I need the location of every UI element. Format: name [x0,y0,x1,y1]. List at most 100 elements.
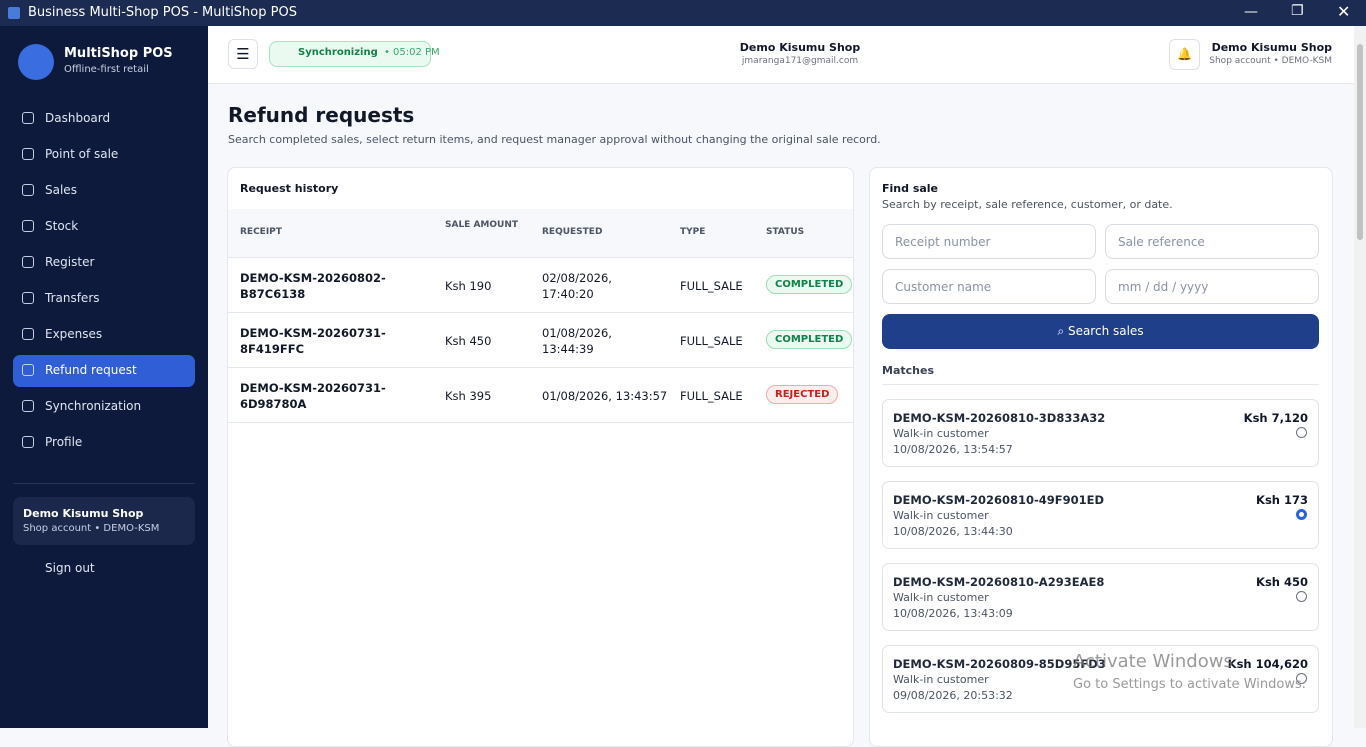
status-badge: COMPLETED [766,330,853,349]
match-radio[interactable] [1296,673,1307,684]
cell: 02/08/2026, 17:40:20 [542,271,612,301]
nav-icon[interactable] [22,400,34,412]
nav-item[interactable]: Expenses [45,327,103,341]
nav-icon[interactable] [22,184,34,196]
cell: DEMO-KSM-20260731-8F419FFC [240,326,386,356]
match-amount: Ksh 7,120 [1243,411,1308,425]
column-header: REQUESTED [542,227,603,237]
scroll-thumb[interactable] [1357,44,1363,240]
cell: FULL_SALE [680,334,743,348]
nav-item[interactable]: Sales [45,183,77,197]
cell: 01/08/2026, 13:43:57 [542,389,668,403]
nav-item[interactable]: Profile [45,435,83,449]
scrollbar[interactable] [1354,26,1366,728]
page-subtitle: Search completed sales, select return it… [228,133,881,146]
match-customer: Walk-in customer [893,591,989,604]
input-field[interactable]: Sale reference [1105,224,1319,259]
maximize[interactable]: ❐ [1291,3,1304,19]
nav-icon[interactable] [22,112,34,124]
app-icon [8,7,20,19]
match-card[interactable]: DEMO-KSM-20260809-85D95FD3 Walk-in custom… [882,645,1319,713]
match-receipt: DEMO-KSM-20260810-49F901ED [893,493,1105,507]
table-row [228,258,853,313]
input-field[interactable]: Receipt number [882,224,1096,259]
nav-icon[interactable] [22,148,34,160]
nav-icon[interactable] [22,256,34,268]
nav-item[interactable]: Dashboard [45,111,111,125]
column-header: TYPE [680,227,706,237]
history-card: Request history RECEIPT SALE AMOUNT REQUES… [227,167,854,747]
column-header: STATUS [766,227,805,237]
nav-item[interactable]: Stock [45,219,79,233]
nav-active [13,355,195,387]
divider [882,384,1319,385]
cell: DEMO-KSM-20260802-B87C6138 [240,271,386,301]
nav-item[interactable]: Transfers [45,291,100,305]
cell: FULL_SALE [680,279,743,293]
match-customer: Walk-in customer [893,427,989,440]
brand-logo [18,44,54,80]
table-row [228,313,853,368]
cell: Ksh 395 [445,389,492,403]
cell: DEMO-KSM-20260731-6D98780A [240,381,386,411]
input-field[interactable]: Customer name [882,269,1096,304]
input-field[interactable]: mm / dd / yyyy [1105,269,1319,304]
sync-status: Synchronizing [298,47,378,58]
status-badge: REJECTED [766,385,839,404]
match-receipt: DEMO-KSM-20260809-85D95FD3 [893,657,1106,671]
match-amount: Ksh 173 [1256,493,1308,507]
match-radio[interactable] [1296,427,1307,438]
sync-pill: Synchronizing • 05:02 PM [269,41,440,67]
match-card[interactable]: DEMO-KSM-20260810-A293EAE8 Walk-in custom… [882,563,1319,631]
nav-icon[interactable] [22,220,34,232]
sign-out[interactable]: Sign out [45,561,95,575]
find-title: Find sale [882,182,939,195]
table-row [228,368,853,423]
nav-icon[interactable] [22,364,34,376]
notifications[interactable]: 🔔 [1169,39,1200,70]
sync-time: • 05:02 PM [383,47,440,58]
column-header: SALE AMOUNT [445,220,519,230]
matches-title: Matches [882,364,934,377]
nav-item[interactable]: Register [45,255,95,269]
match-card[interactable]: DEMO-KSM-20260810-49F901ED Walk-in custom… [882,481,1319,549]
watermark-title: Activate Windows [1073,651,1233,672]
table-header: RECEIPT SALE AMOUNT REQUESTED TYPE STATUS [228,209,853,258]
search-label[interactable]: Search sales [1067,324,1144,338]
tagline: Offline-first retail [64,64,149,75]
nav-icon[interactable] [22,436,34,448]
match-date: 09/08/2026, 20:53:32 [893,689,1013,702]
nav-item[interactable]: Refund request [45,363,137,377]
account-shop: Demo Kisumu Shop [23,507,144,520]
find-subtitle: Search by receipt, sale reference, custo… [882,198,1173,211]
match-amount: Ksh 104,620 [1227,657,1308,671]
sidebar: MultiShop POS Offline-first retail Demo … [0,26,208,728]
email: jmaranga171@gmail.com [741,56,859,66]
match-radio[interactable] [1296,591,1307,602]
match-customer: Walk-in customer [893,673,989,686]
page-title: Refund requests [228,103,415,127]
match-customer: Walk-in customer [893,509,989,522]
history-title: Request history [240,182,339,195]
close[interactable]: ✕ [1337,2,1351,21]
nav-item[interactable]: Point of sale [45,147,119,161]
status-badge: COMPLETED [766,275,853,294]
shop-name: Demo Kisumu Shop [739,41,861,54]
match-receipt: DEMO-KSM-20260810-3D833A32 [893,411,1106,425]
nav-item[interactable]: Synchronization [45,399,142,413]
search-button[interactable]: ⌕ Search sales [882,314,1319,349]
account-card: Demo Kisumu Shop Shop account • DEMO-KSM [13,497,195,545]
match-card[interactable]: DEMO-KSM-20260810-3D833A32 Walk-in custom… [882,399,1319,467]
find-card: Find sale Search by receipt, sale refere… [869,167,1333,747]
match-radio[interactable] [1296,509,1307,520]
menu-button[interactable]: ☰ [228,39,258,69]
nav-icon[interactable] [22,292,34,304]
match-receipt: DEMO-KSM-20260810-A293EAE8 [893,575,1105,589]
title-bar: Business Multi-Shop POS - MultiShop POS … [0,0,1366,26]
nav-icon[interactable] [22,328,34,340]
cell: FULL_SALE [680,389,743,403]
window-title: Business Multi-Shop POS - MultiShop POS [28,5,297,20]
minimize[interactable]: — [1244,4,1258,20]
match-date: 10/08/2026, 13:54:57 [893,443,1013,456]
